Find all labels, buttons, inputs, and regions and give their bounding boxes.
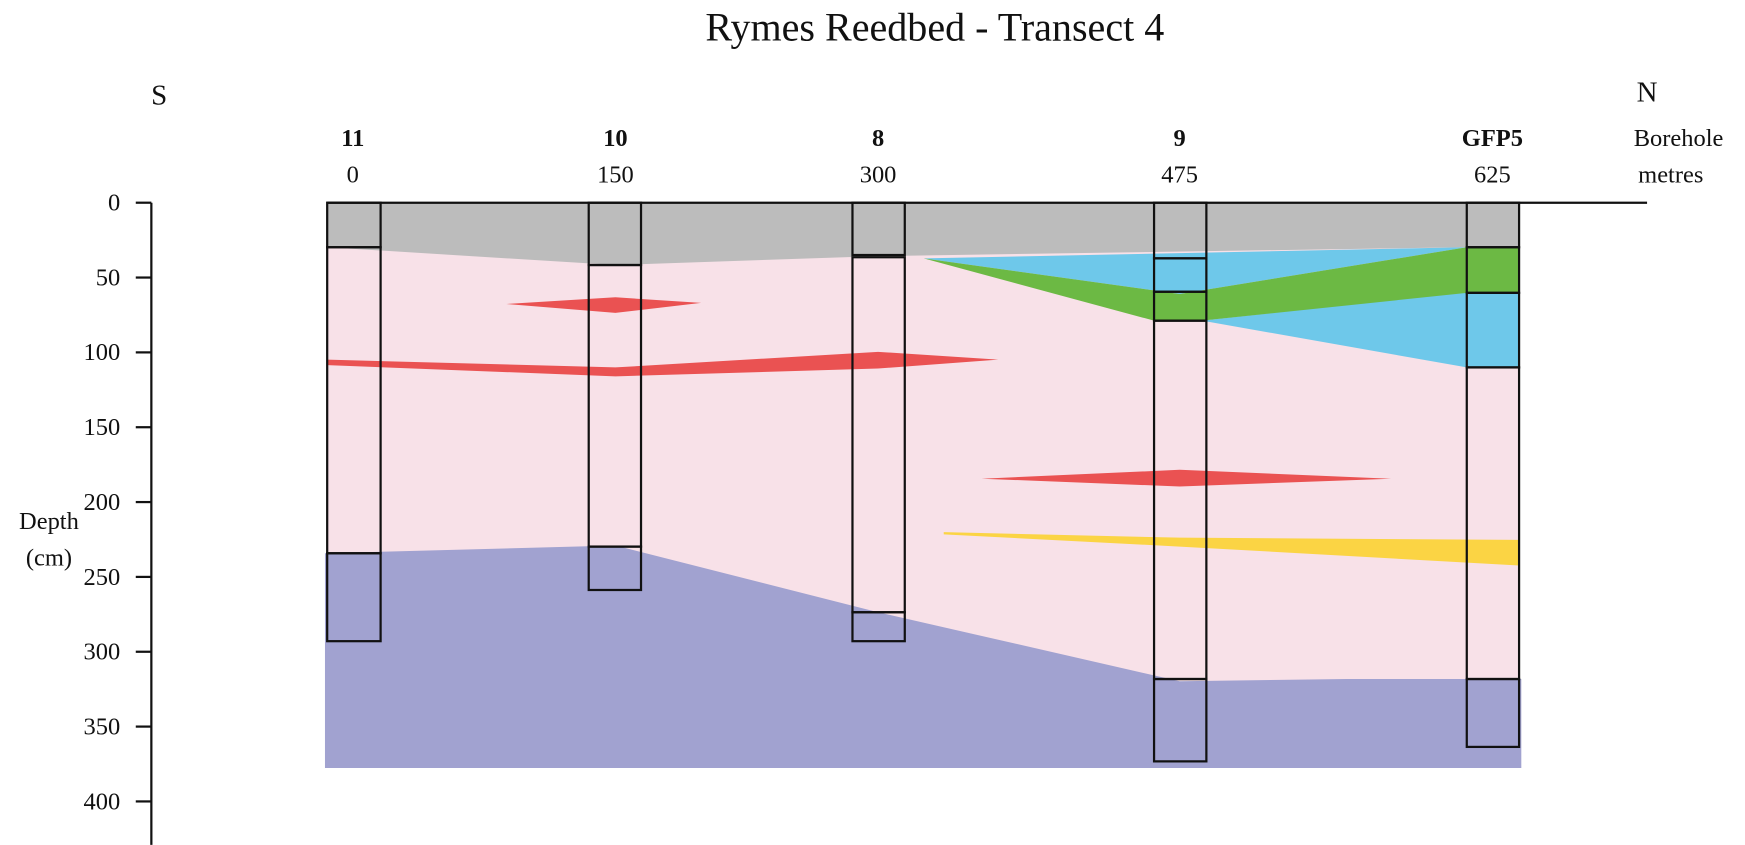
borehole-id: GFP5 [1462,125,1523,152]
row-label-metres: metres [1638,162,1703,189]
borehole-id: 10 [603,125,627,152]
tick-label: 350 [83,713,120,740]
tick-label: 300 [83,639,120,666]
borehole-distance: 625 [1474,162,1511,189]
borehole-id: 9 [1174,125,1186,152]
row-label-borehole: Borehole [1634,125,1724,152]
title: Rymes Reedbed - Transect 4 [705,5,1164,50]
tick-label: 50 [96,264,120,291]
layers [325,203,1521,768]
transect-diagram: Rymes Reedbed - Transect 4 S N Borehole … [0,0,1745,845]
borehole-distance: 300 [860,162,897,189]
tick-label: 200 [83,489,120,516]
page: Rymes Reedbed - Transect 4 S N Borehole … [0,0,1745,845]
borehole-distance: 475 [1161,162,1198,189]
borehole-distance: 150 [597,162,634,189]
tick-label: 0 [108,190,120,217]
axis-label: Depth [19,508,79,535]
tick-label: 150 [83,414,120,441]
direction-north: N [1637,76,1658,108]
direction-south: S [151,80,167,112]
borehole-id: 11 [341,125,364,152]
tick-label: 100 [83,339,120,366]
tick-label: 400 [83,788,120,815]
borehole-distance: 0 [347,162,359,189]
axis-unit: (cm) [26,545,72,572]
borehole-id: 8 [872,125,884,152]
tick-label: 250 [83,564,120,591]
